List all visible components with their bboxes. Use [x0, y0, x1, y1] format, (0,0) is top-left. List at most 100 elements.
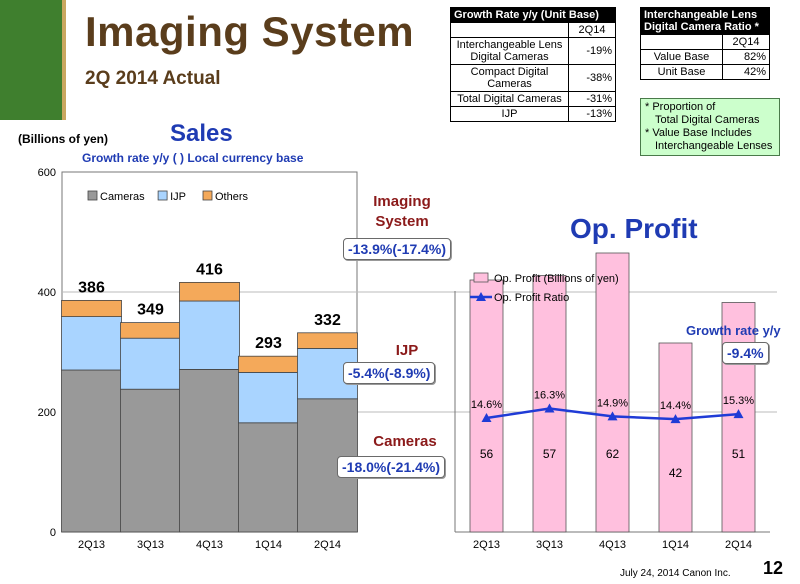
legend-swatch — [473, 272, 489, 283]
cameras-segment-label: Cameras — [373, 433, 437, 450]
sales-bar-ijp — [238, 371, 299, 424]
x-tick-label: 3Q13 — [137, 539, 164, 551]
sales-bar-others — [179, 281, 240, 302]
ijp-growth-badge: -5.4%(-8.9%) — [343, 362, 436, 384]
op-ratio-label: 14.4% — [660, 400, 691, 412]
sales-total-label: 386 — [78, 279, 105, 296]
sales-bar-ijp — [120, 337, 181, 390]
legend-label: Op. Profit Ratio — [494, 292, 569, 304]
legend-label: Others — [215, 191, 249, 203]
sales-bar-ijp — [297, 347, 358, 400]
legend-swatch — [87, 190, 98, 201]
imaging-growth-badge: -13.9%(-17.4%) — [343, 238, 452, 260]
sales-unit-label: (Billions of yen) — [18, 132, 108, 146]
sales-bar-others — [120, 322, 181, 339]
x-tick-label: 1Q14 — [662, 539, 689, 551]
page-title: Imaging System — [85, 8, 415, 55]
footer-date: July 24, 2014 Canon Inc. — [620, 568, 731, 579]
growth-row-value: -38% — [568, 64, 616, 92]
op-profit-value-label: 57 — [543, 447, 557, 461]
ratio-row-label: Value Base — [640, 49, 723, 65]
footnote-line: Total Digital Cameras — [655, 114, 760, 126]
y-tick-label: 0 — [50, 527, 56, 539]
op-profit-value-label: 42 — [669, 466, 683, 480]
page-number: 12 — [763, 558, 784, 578]
sales-bar-cameras — [238, 422, 299, 533]
y-tick-label: 200 — [38, 407, 56, 419]
op-profit-title: Op. Profit — [570, 213, 698, 244]
sales-bar-others — [61, 299, 122, 317]
x-tick-label: 2Q13 — [473, 539, 500, 551]
y-tick-label: 400 — [38, 287, 56, 299]
page-subtitle: 2Q 2014 Actual — [85, 68, 221, 89]
legend-label: Cameras — [100, 191, 145, 203]
sales-total-label: 416 — [196, 261, 223, 278]
op-profit-value-label: 51 — [732, 447, 746, 461]
lens-ratio-table: Interchangeable Lens Digital Camera Rati… — [640, 7, 770, 80]
y-tick-label: 600 — [38, 167, 56, 179]
growth-row-value: -13% — [568, 106, 616, 122]
op-ratio-marker — [670, 414, 681, 424]
x-tick-label: 2Q13 — [78, 539, 105, 551]
growth-rate-table: Growth Rate y/y (Unit Base) 2Q14 Interch… — [450, 7, 616, 122]
growth-row-label: Interchangeable Lens Digital Cameras — [450, 37, 569, 65]
op-profit-bar — [721, 302, 756, 533]
legend-label: Op. Profit (Billions of yen) — [494, 273, 619, 285]
sales-bar-others — [238, 355, 299, 373]
x-tick-label: 4Q13 — [196, 539, 223, 551]
header-accent-stripe — [62, 0, 66, 120]
op-profit-growth-badge: -9.4% — [722, 342, 769, 364]
header-decoration — [0, 0, 62, 120]
op-profit-bar — [469, 279, 504, 533]
op-profit-bar — [658, 342, 693, 533]
ratio-row-value: 42% — [722, 64, 770, 80]
sales-bar-others — [297, 332, 358, 349]
x-tick-label: 2Q14 — [314, 539, 341, 551]
growth-row-label: Compact Digital Cameras — [450, 64, 569, 92]
x-tick-label: 1Q14 — [255, 539, 282, 551]
cameras-growth-badge: -18.0%(-21.4%) — [337, 456, 446, 478]
ratio-table-title: Interchangeable Lens Digital Camera Rati… — [640, 7, 770, 35]
op-ratio-marker — [544, 403, 555, 413]
legend-swatch — [157, 190, 168, 201]
ratio-row-label: Unit Base — [640, 64, 723, 80]
op-ratio-label: 15.3% — [723, 395, 754, 407]
footnote-line: * Proportion of — [645, 101, 716, 113]
legend-marker — [476, 292, 486, 301]
footnote-box: * Proportion of Total Digital Cameras * … — [640, 98, 780, 156]
x-tick-label: 3Q13 — [536, 539, 563, 551]
sales-total-label: 293 — [255, 335, 282, 352]
op-ratio-marker — [607, 411, 618, 421]
x-tick-label: 2Q14 — [725, 539, 752, 551]
ratio-table-period: 2Q14 — [722, 34, 770, 50]
sales-subtitle: Growth rate y/y ( ) Local currency base — [82, 151, 304, 165]
sales-bar-cameras — [120, 388, 181, 533]
sales-total-label: 349 — [137, 302, 164, 319]
footnote-line: * Value Base Includes — [645, 127, 752, 139]
op-ratio-label: 16.3% — [534, 389, 565, 401]
x-tick-label: 4Q13 — [599, 539, 626, 551]
sales-bar-cameras — [179, 368, 240, 533]
sales-bar-ijp — [179, 300, 240, 370]
op-profit-value-label: 62 — [606, 447, 620, 461]
footnote-line: Interchangeable Lenses — [655, 140, 773, 152]
sales-title: Sales — [170, 120, 233, 147]
op-ratio-marker — [733, 409, 744, 419]
sales-total-label: 332 — [314, 312, 341, 329]
growth-row-label: IJP — [450, 106, 569, 122]
growth-row-value: -31% — [568, 91, 616, 107]
op-profit-value-label: 56 — [480, 447, 494, 461]
ijp-segment-label: IJP — [395, 342, 419, 359]
op-profit-bar — [595, 252, 630, 533]
imaging-segment-label: Imaging System — [373, 193, 431, 230]
op-ratio-marker — [481, 413, 492, 422]
growth-row-label: Total Digital Cameras — [450, 91, 569, 107]
sales-bar-ijp — [61, 316, 122, 371]
op-ratio-label: 14.6% — [471, 399, 502, 411]
legend-swatch — [202, 190, 213, 201]
sales-bar-cameras — [61, 369, 122, 533]
op-ratio-label: 14.9% — [597, 397, 628, 409]
legend-label: IJP — [170, 191, 186, 203]
op-profit-growth-label: Growth rate y/y — [686, 323, 781, 338]
